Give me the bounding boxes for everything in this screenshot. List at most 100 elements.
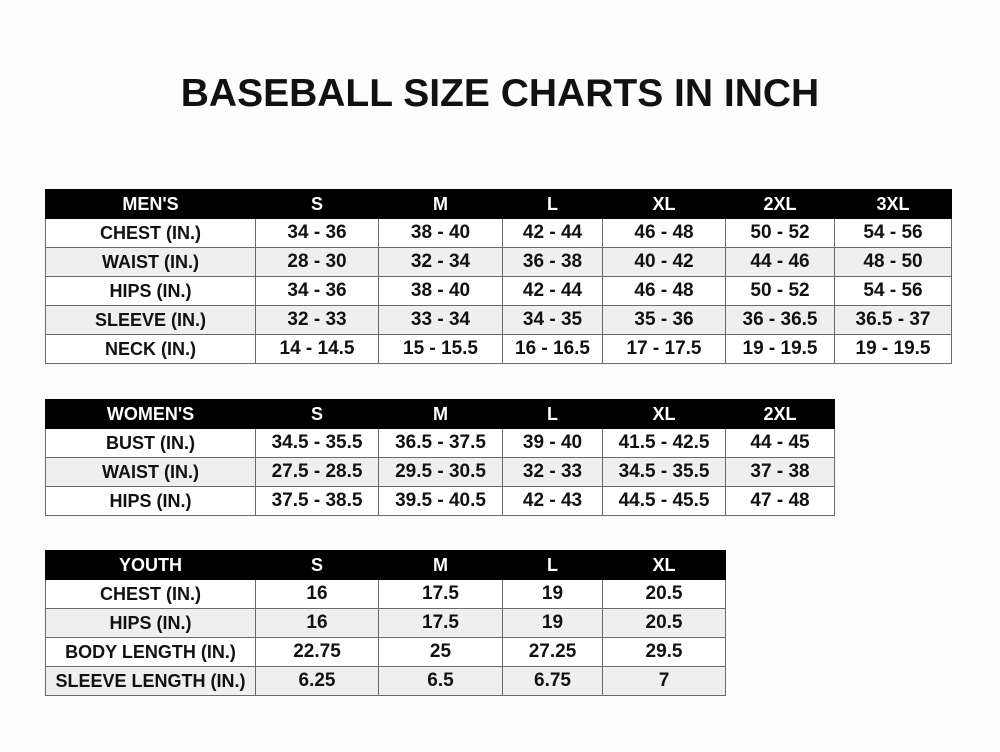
measurement-label: WAIST (IN.)	[45, 247, 256, 277]
table-row: HIPS (IN.) 34 - 36 38 - 40 42 - 44 46 - 48 50…	[45, 276, 952, 306]
measurement-label: HIPS (IN.)	[45, 276, 256, 306]
category-header: YOUTH	[45, 550, 256, 580]
header-row: MEN'S S M L XL 2XL 3XL	[45, 189, 952, 219]
size-value: 44.5 - 45.5	[602, 486, 726, 516]
size-value: 34.5 - 35.5	[602, 457, 726, 487]
size-value: 39.5 - 40.5	[378, 486, 503, 516]
size-value: 28 - 30	[255, 247, 379, 277]
size-header: L	[502, 189, 603, 219]
measurement-label: NECK (IN.)	[45, 334, 256, 364]
size-value: 6.25	[255, 666, 379, 696]
table-row: BODY LENGTH (IN.) 22.75 25 27.25 29.5	[45, 637, 726, 667]
size-value: 42 - 43	[502, 486, 603, 516]
size-value: 16	[255, 608, 379, 638]
size-value: 38 - 40	[378, 218, 503, 248]
youth-size-table: YOUTH S M L XL CHEST (IN.) 16 17.5 19 20.5 HIPS (I…	[45, 550, 726, 696]
size-value: 16	[255, 579, 379, 609]
size-value: 14 - 14.5	[255, 334, 379, 364]
size-value: 15 - 15.5	[378, 334, 503, 364]
table-row: WAIST (IN.) 28 - 30 32 - 34 36 - 38 40 - 42 4…	[45, 247, 952, 277]
size-value: 46 - 48	[602, 276, 726, 306]
table-row: WAIST (IN.) 27.5 - 28.5 29.5 - 30.5 32 - 33…	[45, 457, 835, 487]
size-value: 48 - 50	[834, 247, 952, 277]
size-value: 29.5	[602, 637, 726, 667]
table-row: NECK (IN.) 14 - 14.5 15 - 15.5 16 - 16.5 17 …	[45, 334, 952, 364]
size-header: S	[255, 189, 379, 219]
size-value: 32 - 33	[255, 305, 379, 335]
size-value: 40 - 42	[602, 247, 726, 277]
measurement-label: HIPS (IN.)	[45, 608, 256, 638]
size-value: 19	[502, 608, 603, 638]
size-header: L	[502, 550, 603, 580]
size-value: 32 - 33	[502, 457, 603, 487]
measurement-label: SLEEVE LENGTH (IN.)	[45, 666, 256, 696]
size-header: 3XL	[834, 189, 952, 219]
size-value: 22.75	[255, 637, 379, 667]
size-value: 16 - 16.5	[502, 334, 603, 364]
size-header: XL	[602, 550, 726, 580]
size-value: 37 - 38	[725, 457, 835, 487]
size-value: 7	[602, 666, 726, 696]
category-header: MEN'S	[45, 189, 256, 219]
measurement-label: BODY LENGTH (IN.)	[45, 637, 256, 667]
measurement-label: HIPS (IN.)	[45, 486, 256, 516]
size-value: 54 - 56	[834, 276, 952, 306]
size-header: 2XL	[725, 189, 835, 219]
header-row: WOMEN'S S M L XL 2XL	[45, 399, 835, 429]
table-row: SLEEVE LENGTH (IN.) 6.25 6.5 6.75 7	[45, 666, 726, 696]
size-value: 19 - 19.5	[834, 334, 952, 364]
table-row: SLEEVE (IN.) 32 - 33 33 - 34 34 - 35 35 - 36…	[45, 305, 952, 335]
size-value: 32 - 34	[378, 247, 503, 277]
size-value: 42 - 44	[502, 276, 603, 306]
size-value: 17.5	[378, 608, 503, 638]
size-value: 6.5	[378, 666, 503, 696]
size-value: 41.5 - 42.5	[602, 428, 726, 458]
size-value: 19 - 19.5	[725, 334, 835, 364]
table-row: CHEST (IN.) 16 17.5 19 20.5	[45, 579, 726, 609]
size-value: 50 - 52	[725, 276, 835, 306]
size-value: 17 - 17.5	[602, 334, 726, 364]
page-title: BASEBALL SIZE CHARTS IN INCH	[180, 72, 820, 115]
size-value: 44 - 46	[725, 247, 835, 277]
size-value: 47 - 48	[725, 486, 835, 516]
size-value: 38 - 40	[378, 276, 503, 306]
size-value: 36.5 - 37.5	[378, 428, 503, 458]
size-header: M	[378, 189, 503, 219]
womens-size-table: WOMEN'S S M L XL 2XL BUST (IN.) 34.5 - 35.5 36.5…	[45, 399, 835, 516]
size-value: 36 - 38	[502, 247, 603, 277]
measurement-label: SLEEVE (IN.)	[45, 305, 256, 335]
mens-size-table: MEN'S S M L XL 2XL 3XL CHEST (IN.) 34 - 36 38 - 4…	[45, 189, 952, 364]
size-value: 19	[502, 579, 603, 609]
size-header: XL	[602, 189, 726, 219]
size-value: 36.5 - 37	[834, 305, 952, 335]
size-header: 2XL	[725, 399, 835, 429]
size-value: 34 - 36	[255, 276, 379, 306]
size-value: 36 - 36.5	[725, 305, 835, 335]
measurement-label: WAIST (IN.)	[45, 457, 256, 487]
measurement-label: BUST (IN.)	[45, 428, 256, 458]
size-value: 34 - 35	[502, 305, 603, 335]
size-value: 54 - 56	[834, 218, 952, 248]
size-value: 44 - 45	[725, 428, 835, 458]
size-header: M	[378, 550, 503, 580]
size-value: 42 - 44	[502, 218, 603, 248]
size-value: 20.5	[602, 579, 726, 609]
size-value: 27.5 - 28.5	[255, 457, 379, 487]
measurement-label: CHEST (IN.)	[45, 218, 256, 248]
table-row: HIPS (IN.) 37.5 - 38.5 39.5 - 40.5 42 - 43 4…	[45, 486, 835, 516]
size-header: XL	[602, 399, 726, 429]
size-header: M	[378, 399, 503, 429]
size-value: 34 - 36	[255, 218, 379, 248]
size-value: 25	[378, 637, 503, 667]
category-header: WOMEN'S	[45, 399, 256, 429]
size-value: 33 - 34	[378, 305, 503, 335]
size-value: 6.75	[502, 666, 603, 696]
size-value: 39 - 40	[502, 428, 603, 458]
table-row: BUST (IN.) 34.5 - 35.5 36.5 - 37.5 39 - 40 4…	[45, 428, 835, 458]
size-header: L	[502, 399, 603, 429]
size-value: 29.5 - 30.5	[378, 457, 503, 487]
measurement-label: CHEST (IN.)	[45, 579, 256, 609]
size-value: 46 - 48	[602, 218, 726, 248]
size-value: 27.25	[502, 637, 603, 667]
size-value: 34.5 - 35.5	[255, 428, 379, 458]
